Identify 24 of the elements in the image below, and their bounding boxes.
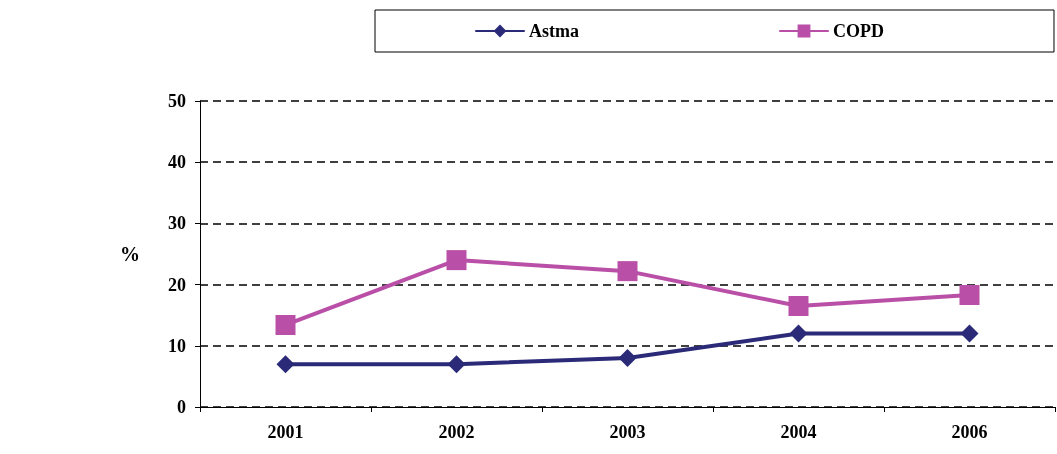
point [960, 324, 979, 343]
x-tick-label: 2006 [951, 422, 988, 442]
point [276, 355, 295, 374]
point [447, 355, 466, 374]
x-tick-label: 2004 [780, 422, 817, 442]
x-tick-label: 2003 [609, 422, 646, 442]
point [275, 314, 296, 335]
y-tick-label: 30 [168, 213, 186, 234]
point [788, 296, 809, 317]
legend-label: Astma [529, 21, 579, 41]
point [789, 324, 808, 343]
y-tick-label: 10 [168, 335, 186, 356]
y-tick-label: 20 [168, 274, 186, 295]
point [446, 250, 467, 271]
legend-label: COPD [832, 21, 884, 41]
y-tick-label: 0 [177, 397, 186, 417]
point [617, 261, 638, 282]
y-tick-label: 40 [168, 152, 186, 173]
x-tick-label: 2002 [438, 422, 475, 442]
y-tick-label: 50 [168, 91, 186, 111]
x-tick-label: 2001 [267, 422, 304, 442]
point [618, 349, 637, 368]
point [959, 285, 980, 305]
y-axis-title: % [120, 243, 140, 265]
